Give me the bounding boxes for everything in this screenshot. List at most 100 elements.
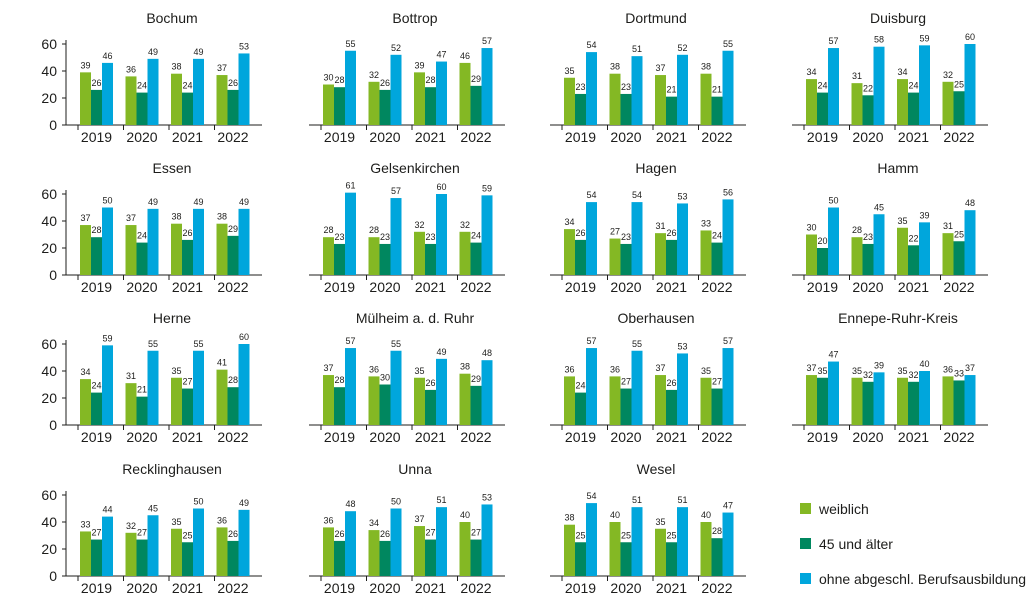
bar-45-und-lter (91, 539, 102, 576)
bar-45-und-lter (425, 539, 436, 576)
y-tick-label: 40 (41, 514, 57, 530)
data-label: 23 (621, 82, 631, 92)
data-label: 34 (564, 217, 574, 227)
data-label: 51 (632, 44, 642, 54)
y-tick-label: 0 (49, 267, 57, 283)
bar-weiblich (897, 227, 908, 275)
x-tick-label: 2022 (217, 279, 248, 295)
data-label: 26 (380, 78, 390, 88)
chart-title: Hagen (635, 160, 676, 176)
bar-45-und-lter (182, 542, 193, 576)
data-label: 47 (828, 350, 838, 360)
data-label: 54 (586, 491, 596, 501)
x-tick-label: 2021 (656, 279, 687, 295)
bar-ohne-abgeschl-berufsausbildung (102, 516, 113, 576)
x-tick-label: 2019 (324, 429, 355, 445)
chart-bochum: Bochum0204060392646201936244920203824492… (41, 10, 262, 145)
chart-title: Recklinghausen (122, 461, 222, 477)
bar-weiblich (851, 83, 863, 125)
bar-ohne-abgeschl-berufsausbildung (964, 210, 976, 275)
data-label: 55 (632, 339, 642, 349)
bar-ohne-abgeschl-berufsausbildung (238, 53, 250, 126)
data-label: 55 (193, 339, 203, 349)
bar-45-und-lter (575, 542, 586, 576)
data-label: 25 (182, 530, 192, 540)
y-tick-label: 20 (41, 240, 57, 256)
bar-45-und-lter (666, 239, 677, 275)
bar-ohne-abgeschl-berufsausbildung (193, 350, 204, 425)
data-label: 24 (91, 381, 101, 391)
data-label: 35 (171, 366, 181, 376)
data-label: 57 (828, 36, 838, 46)
bar-weiblich (125, 383, 137, 425)
data-label: 37 (414, 514, 424, 524)
x-tick-label: 2022 (943, 429, 974, 445)
data-label: 21 (137, 385, 147, 395)
bar-45-und-lter (334, 243, 345, 275)
bar-45-und-lter (711, 96, 723, 125)
x-tick-label: 2019 (565, 279, 596, 295)
data-label: 27 (471, 528, 481, 538)
bar-45-und-lter (817, 92, 828, 125)
data-label: 51 (677, 495, 687, 505)
x-tick-label: 2022 (460, 129, 491, 145)
bar-weiblich (609, 73, 621, 125)
bar-45-und-lter (953, 91, 965, 125)
legend-item-weiblich: weiblich (800, 500, 1026, 517)
bar-weiblich (806, 375, 817, 425)
bar-weiblich (564, 77, 575, 125)
bar-45-und-lter (666, 389, 677, 425)
data-label: 26 (425, 378, 435, 388)
bar-45-und-lter (711, 388, 723, 425)
data-label: 60 (239, 332, 249, 342)
chart-title: Oberhausen (617, 310, 694, 326)
x-tick-label: 2022 (460, 429, 491, 445)
chart-essen: Essen02040603728502019372449202038264920… (41, 160, 262, 295)
bar-weiblich (216, 223, 228, 275)
bar-ohne-abgeschl-berufsausbildung (238, 208, 250, 275)
bar-weiblich (323, 237, 334, 275)
data-label: 28 (852, 225, 862, 235)
y-tick-label: 0 (49, 117, 57, 133)
bar-ohne-abgeschl-berufsausbildung (873, 372, 885, 425)
bar-45-und-lter (379, 89, 391, 125)
chart-title: Gelsenkirchen (370, 160, 460, 176)
bar-45-und-lter (91, 89, 102, 125)
data-label: 35 (897, 366, 907, 376)
data-label: 49 (239, 197, 249, 207)
data-label: 28 (334, 375, 344, 385)
x-tick-label: 2020 (610, 580, 641, 596)
bar-ohne-abgeschl-berufsausbildung (964, 44, 976, 125)
data-label: 49 (148, 47, 158, 57)
chart-title: Hamm (877, 160, 918, 176)
bar-weiblich (806, 79, 817, 125)
data-label: 38 (610, 62, 620, 72)
data-label: 30 (806, 223, 816, 233)
data-label: 28 (91, 225, 101, 235)
bar-ohne-abgeschl-berufsausbildung (722, 199, 734, 275)
data-label: 35 (701, 366, 711, 376)
bar-ohne-abgeschl-berufsausbildung (722, 348, 734, 425)
data-label: 59 (482, 183, 492, 193)
data-label: 27 (621, 377, 631, 387)
bar-45-und-lter (908, 92, 919, 125)
chart-hagen: Hagen34265420192723542020312653202133245… (550, 160, 746, 295)
bar-weiblich (368, 81, 380, 125)
bar-ohne-abgeschl-berufsausbildung (345, 348, 356, 425)
y-tick-label: 60 (41, 186, 57, 202)
data-label: 38 (701, 62, 711, 72)
bar-45-und-lter (91, 392, 102, 425)
bar-45-und-lter (182, 388, 193, 425)
data-label: 53 (482, 492, 492, 502)
bar-ohne-abgeschl-berufsausbildung (390, 198, 402, 275)
bar-weiblich (80, 72, 91, 125)
bar-weiblich (80, 225, 91, 275)
data-label: 35 (414, 366, 424, 376)
data-label: 33 (80, 519, 90, 529)
x-tick-label: 2021 (656, 429, 687, 445)
chart-dortmund: Dortmund35235420193823512020372152202138… (550, 10, 746, 145)
bar-ohne-abgeschl-berufsausbildung (147, 208, 159, 275)
bar-weiblich (700, 230, 712, 275)
